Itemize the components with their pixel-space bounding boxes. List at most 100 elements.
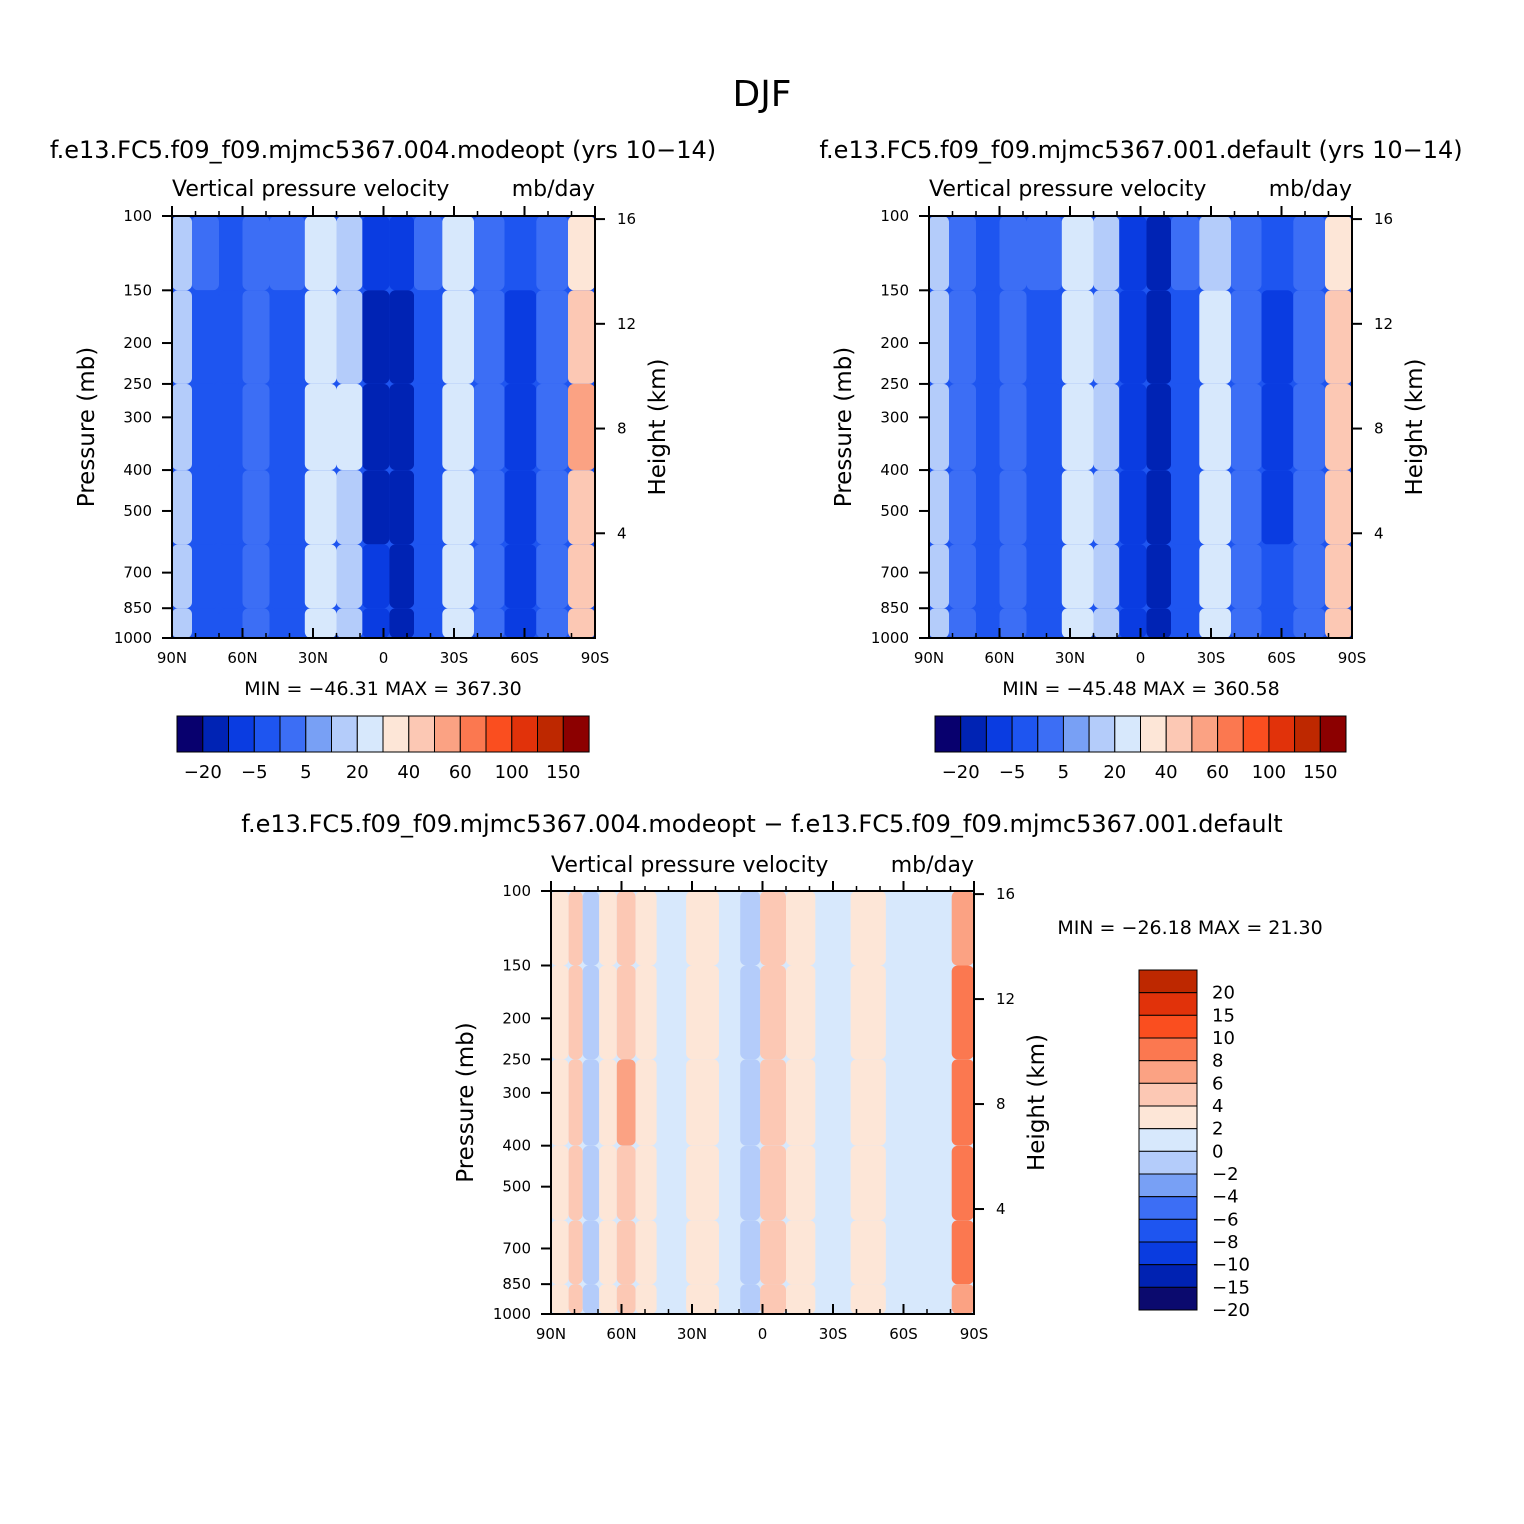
y-tick-label: 400 <box>880 461 909 479</box>
field-cell <box>850 891 886 966</box>
colorbar-label: −6 <box>1212 1209 1239 1230</box>
field-cell <box>850 1059 886 1146</box>
colorbar-label: 20 <box>1212 983 1235 1004</box>
x-tick-label: 60N <box>227 649 257 667</box>
field-cell <box>949 608 976 638</box>
field-cell <box>568 1284 583 1314</box>
field-cell <box>304 544 337 609</box>
field-cell <box>786 1145 816 1221</box>
colorbar-label: 40 <box>1155 762 1178 783</box>
height-tick-label: 12 <box>996 990 1015 1008</box>
field-cell <box>1119 383 1147 470</box>
field-cell <box>1293 544 1325 609</box>
y-tick-label: 100 <box>123 207 152 225</box>
panel-top-left: f.e13.FC5.f09_f09.mjmc5367.004.modeopt (… <box>50 136 716 783</box>
colorbar-swatch <box>1138 1060 1198 1084</box>
field-cell <box>635 1145 657 1221</box>
field-cell <box>269 470 305 545</box>
y-tick-label: 400 <box>502 1137 531 1155</box>
colorbar-swatch <box>1138 969 1198 994</box>
field-cell <box>976 216 1000 291</box>
field-cell <box>599 1284 617 1314</box>
field-cell <box>1026 290 1062 384</box>
field-cell <box>635 965 657 1060</box>
field-cell <box>1325 608 1352 638</box>
field-cell <box>616 1145 636 1221</box>
colorbar-swatch <box>1138 1173 1198 1198</box>
y-tick-label: 700 <box>123 564 152 582</box>
field-cell <box>551 1220 569 1285</box>
y-tick-label: 700 <box>502 1239 531 1257</box>
field-cell <box>362 544 390 609</box>
field-cell <box>815 1284 851 1314</box>
colorbar-swatch <box>1242 715 1270 753</box>
units-label: mb/day <box>891 853 974 878</box>
field-cell <box>760 965 786 1060</box>
x-tick-label: 0 <box>379 649 389 667</box>
field-cell <box>568 608 595 638</box>
field-cell <box>815 965 851 1060</box>
height-axis-label: Height (km) <box>1024 1034 1050 1171</box>
colorbar-swatch <box>176 715 204 753</box>
field-cell <box>951 1145 974 1221</box>
colorbar-swatch <box>1037 715 1065 753</box>
field-cell <box>568 965 583 1060</box>
field-cell <box>1261 383 1294 470</box>
field-cell <box>929 544 949 609</box>
field-cell <box>1199 383 1231 470</box>
field-bottom-diff <box>551 891 974 1314</box>
field-cell <box>442 290 474 384</box>
field-cell <box>536 544 568 609</box>
x-tick-label: 90S <box>960 1325 989 1343</box>
units-label: mb/day <box>1269 177 1352 202</box>
field-cell <box>921 891 952 966</box>
field-cell <box>1293 470 1325 545</box>
field-cell <box>269 290 305 384</box>
field-cell <box>740 1145 761 1221</box>
field-cell <box>1146 290 1172 384</box>
field-cell <box>599 965 617 1060</box>
field-cell <box>885 891 922 966</box>
field-cell <box>389 608 415 638</box>
field-cell <box>1061 383 1094 470</box>
field-cell <box>1171 216 1200 291</box>
field-cell <box>474 470 505 545</box>
field-cell <box>951 965 974 1060</box>
field-cell <box>1293 290 1325 384</box>
colorbar-label: −5 <box>999 762 1026 783</box>
field-cell <box>656 891 687 966</box>
x-tick-label: 0 <box>1136 649 1146 667</box>
height-tick-label: 12 <box>1374 315 1393 333</box>
field-cell <box>1146 383 1172 470</box>
field-cell <box>656 1220 687 1285</box>
y-tick-label: 300 <box>123 408 152 426</box>
field-cell <box>1093 608 1120 638</box>
field-cell <box>1146 544 1172 609</box>
field-cell <box>242 544 270 609</box>
colorbar-swatch <box>1138 1218 1198 1243</box>
field-cell <box>242 216 270 291</box>
colorbar-swatch <box>1294 715 1321 753</box>
field-cell <box>582 1284 600 1314</box>
y-tick-label: 500 <box>880 502 909 520</box>
colorbar: −20 −5 5 20 40 60 100 150 <box>176 715 590 783</box>
colorbar-label: −2 <box>1212 1164 1239 1185</box>
field-cell <box>242 470 270 545</box>
field-cell <box>929 608 949 638</box>
field-cell <box>719 965 741 1060</box>
field-cell <box>999 290 1027 384</box>
colorbar-label: 15 <box>1212 1005 1235 1026</box>
y-tick-label: 400 <box>123 461 152 479</box>
x-tick-label: 90N <box>536 1325 566 1343</box>
x-tick-label: 60S <box>889 1325 918 1343</box>
field-cell <box>1231 608 1262 638</box>
field-cell <box>414 608 443 638</box>
colorbar-label: −4 <box>1212 1187 1239 1208</box>
colorbar-label: 150 <box>546 762 580 783</box>
field-cell <box>362 470 390 545</box>
field-cell <box>362 383 390 470</box>
height-axis-label: Height (km) <box>645 358 671 495</box>
field-cell <box>504 470 537 545</box>
field-cell <box>336 544 363 609</box>
